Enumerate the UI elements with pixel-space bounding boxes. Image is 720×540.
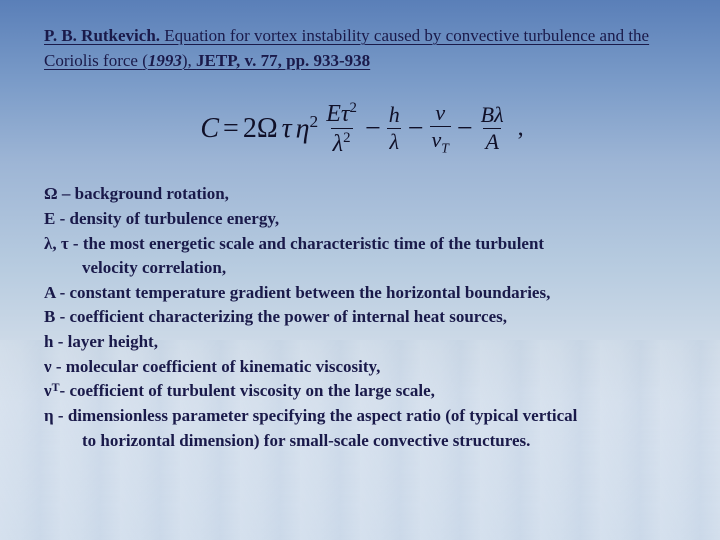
- eq-minus-1: −: [365, 113, 381, 145]
- eq-2omega: 2Ω: [243, 113, 278, 145]
- eq-frac-1: Eτ2 λ2: [324, 101, 359, 156]
- def-E: E - density of turbulence energy,: [44, 207, 680, 232]
- def-lambda-tau: λ, τ - the most energetic scale and char…: [44, 232, 680, 257]
- eq-equals: =: [223, 113, 239, 145]
- citation-year-close: ),: [182, 51, 196, 70]
- citation-journal: JETP, v. 77, pp. 933-938: [196, 51, 370, 70]
- eq-minus-3: −: [457, 113, 473, 145]
- def-eta-cont: to horizontal dimension) for small-scale…: [44, 429, 680, 454]
- def-nuT: νT - coefficient of turbulent viscosity …: [44, 379, 680, 404]
- eq-eta: η2: [296, 112, 319, 145]
- eq-frac-4: Bλ A: [479, 104, 506, 153]
- eq-frac4-num: Bλ: [479, 104, 506, 128]
- definitions-block: Ω – background rotation, E - density of …: [44, 182, 680, 453]
- eq-minus-2: −: [408, 113, 424, 145]
- citation-block: P. B. Rutkevich. Equation for vortex ins…: [44, 24, 680, 73]
- eq-lhs: C: [200, 113, 219, 145]
- def-omega: Ω – background rotation,: [44, 182, 680, 207]
- def-A: A - constant temperature gradient betwee…: [44, 281, 680, 306]
- def-nu: ν - molecular coefficient of kinematic v…: [44, 355, 680, 380]
- eq-frac-2: h λ: [387, 104, 402, 153]
- def-eta: η - dimensionless parameter specifying t…: [44, 404, 680, 429]
- eq-frac-3: ν νT: [430, 102, 451, 155]
- equation-line: C = 2Ω τ η2 Eτ2 λ2 − h λ − ν νT − Bλ A: [200, 101, 523, 156]
- eq-comma: ,: [518, 115, 524, 142]
- slide-content: P. B. Rutkevich. Equation for vortex ins…: [0, 0, 720, 473]
- eq-frac2-den: λ: [387, 128, 401, 153]
- def-B: B - coefficient characterizing the power…: [44, 305, 680, 330]
- def-h: h - layer height,: [44, 330, 680, 355]
- eq-frac3-num: ν: [433, 102, 447, 126]
- citation-author: P. B. Rutkevich.: [44, 26, 160, 45]
- def-nuT-sub: T: [52, 379, 60, 404]
- citation-year: 1993: [148, 51, 182, 70]
- eq-frac3-den: νT: [430, 126, 451, 155]
- eq-tau: τ: [282, 113, 292, 145]
- eq-frac1-num: Eτ2: [324, 101, 359, 128]
- equation-block: C = 2Ω τ η2 Eτ2 λ2 − h λ − ν νT − Bλ A: [44, 101, 680, 156]
- def-lambda-tau-cont: velocity correlation,: [44, 256, 680, 281]
- eq-frac1-den: λ2: [331, 128, 353, 156]
- eq-frac2-num: h: [387, 104, 402, 128]
- eq-frac4-den: A: [483, 128, 500, 153]
